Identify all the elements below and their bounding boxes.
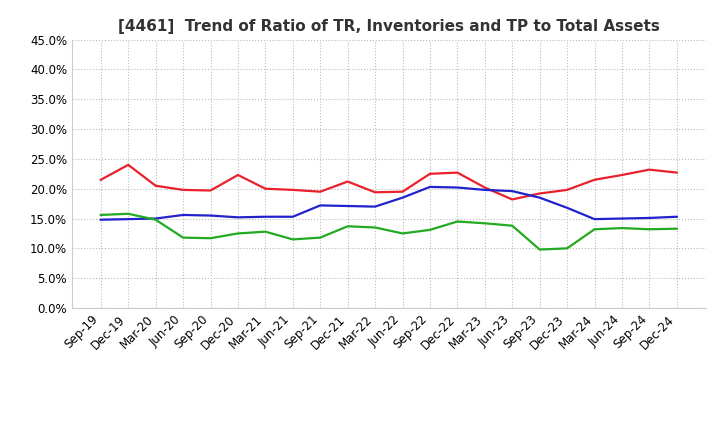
Trade Payables — [536, 247, 544, 252]
Inventories — [398, 195, 407, 200]
Trade Payables — [206, 235, 215, 241]
Trade Payables — [343, 224, 352, 229]
Trade Payables — [672, 226, 681, 231]
Trade Receivables — [371, 190, 379, 195]
Trade Receivables — [563, 187, 572, 193]
Trade Payables — [508, 223, 516, 228]
Line: Trade Payables: Trade Payables — [101, 214, 677, 249]
Inventories — [233, 215, 242, 220]
Trade Receivables — [343, 179, 352, 184]
Trade Payables — [618, 225, 626, 231]
Trade Payables — [289, 237, 297, 242]
Trade Receivables — [645, 167, 654, 172]
Trade Receivables — [590, 177, 599, 183]
Line: Trade Receivables: Trade Receivables — [101, 165, 677, 199]
Inventories — [179, 213, 187, 218]
Trade Payables — [398, 231, 407, 236]
Inventories — [453, 185, 462, 190]
Trade Receivables — [151, 183, 160, 188]
Trade Receivables — [96, 177, 105, 183]
Trade Receivables — [508, 197, 516, 202]
Trade Payables — [371, 225, 379, 230]
Trade Receivables — [233, 172, 242, 178]
Trade Receivables — [480, 185, 489, 190]
Inventories — [289, 214, 297, 220]
Inventories — [672, 214, 681, 220]
Trade Receivables — [289, 187, 297, 193]
Trade Payables — [151, 217, 160, 222]
Inventories — [96, 217, 105, 222]
Inventories — [124, 216, 132, 222]
Trade Receivables — [536, 191, 544, 196]
Inventories — [316, 203, 325, 208]
Inventories — [261, 214, 270, 220]
Trade Receivables — [453, 170, 462, 175]
Trade Payables — [233, 231, 242, 236]
Inventories — [590, 216, 599, 222]
Inventories — [480, 187, 489, 193]
Trade Payables — [96, 213, 105, 218]
Trade Receivables — [398, 189, 407, 194]
Trade Payables — [261, 229, 270, 234]
Trade Payables — [453, 219, 462, 224]
Trade Receivables — [672, 170, 681, 175]
Inventories — [426, 184, 434, 190]
Inventories — [371, 204, 379, 209]
Trade Receivables — [261, 186, 270, 191]
Trade Payables — [316, 235, 325, 240]
Trade Payables — [179, 235, 187, 240]
Trade Payables — [480, 221, 489, 226]
Line: Inventories: Inventories — [101, 187, 677, 220]
Trade Payables — [563, 246, 572, 251]
Inventories — [343, 203, 352, 209]
Trade Payables — [645, 227, 654, 232]
Inventories — [645, 215, 654, 220]
Trade Payables — [426, 227, 434, 232]
Trade Receivables — [618, 172, 626, 178]
Inventories — [206, 213, 215, 218]
Trade Payables — [590, 227, 599, 232]
Trade Receivables — [426, 171, 434, 176]
Title: [4461]  Trend of Ratio of TR, Inventories and TP to Total Assets: [4461] Trend of Ratio of TR, Inventories… — [118, 19, 660, 34]
Trade Receivables — [179, 187, 187, 193]
Inventories — [508, 188, 516, 194]
Trade Receivables — [316, 189, 325, 194]
Inventories — [151, 216, 160, 221]
Trade Payables — [124, 211, 132, 216]
Trade Receivables — [206, 188, 215, 193]
Trade Receivables — [124, 162, 132, 168]
Inventories — [563, 205, 572, 210]
Inventories — [618, 216, 626, 221]
Inventories — [536, 195, 544, 200]
